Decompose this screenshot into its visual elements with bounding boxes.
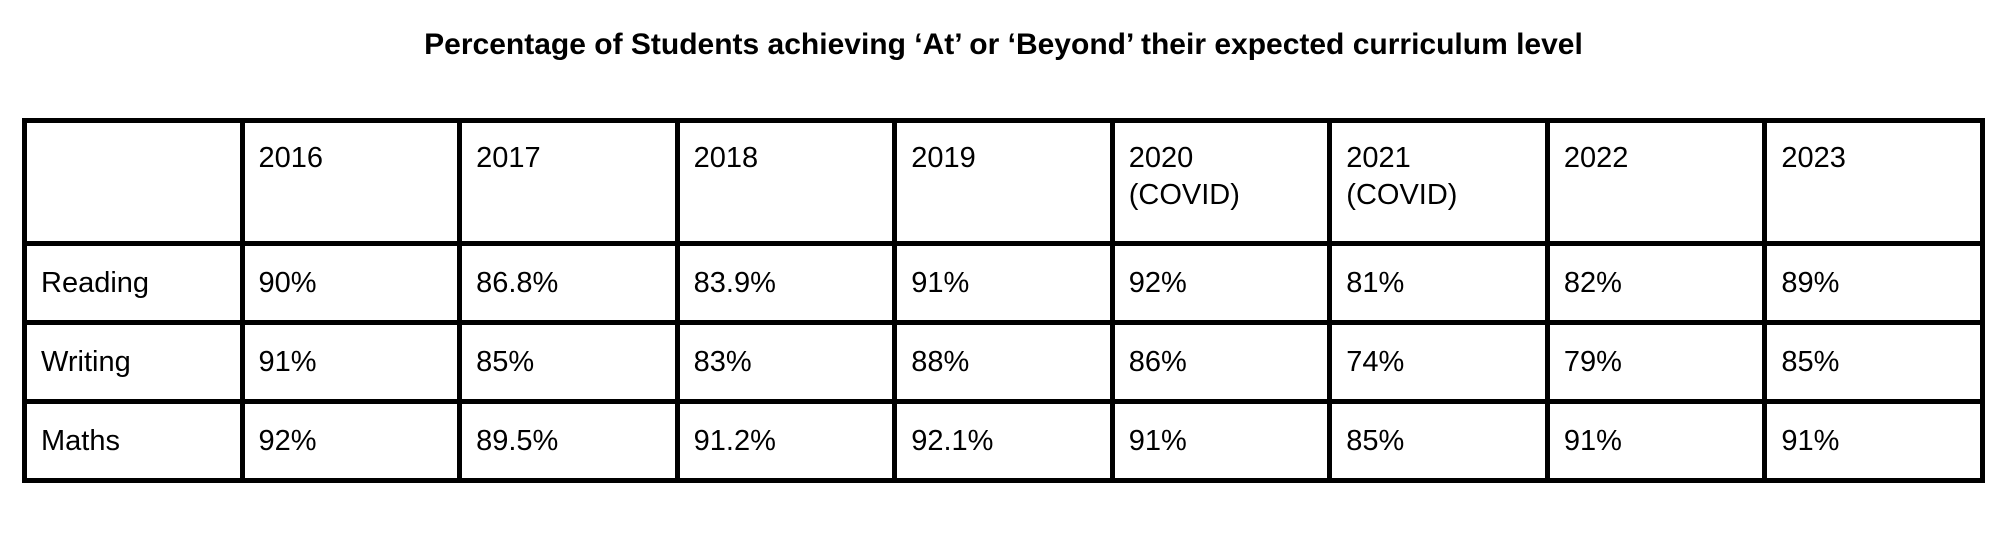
table-row: Maths 92% 89.5% 91.2% 92.1% 91% 85% 91% 91%: [22, 399, 1985, 483]
column-header: 2018: [674, 118, 898, 246]
column-header: 2022: [1544, 118, 1768, 246]
table-row: Reading 90% 86.8% 83.9% 91% 92% 81% 82% 89%: [22, 241, 1985, 325]
row-label: Writing: [22, 320, 245, 404]
table-cell: 91%: [239, 320, 463, 404]
table-cell: 79%: [1544, 320, 1768, 404]
table-cell: 86.8%: [457, 241, 680, 325]
row-label: Reading: [22, 241, 245, 325]
table-cell: 91%: [1544, 399, 1768, 483]
table-cell: 74%: [1327, 320, 1550, 404]
table-cell: 90%: [239, 241, 463, 325]
table-cell: 88%: [892, 320, 1115, 404]
results-table: 2016 2017 2018 2019 2020 (COVID) 2021 (COVID)…: [22, 118, 1985, 483]
table-cell: 85%: [1327, 399, 1550, 483]
column-header: 2019: [892, 118, 1115, 246]
table-cell: 86%: [1109, 320, 1333, 404]
table-cell: 89%: [1762, 241, 1985, 325]
table-row: Writing 91% 85% 83% 88% 86% 74% 79% 85%: [22, 320, 1985, 404]
table-cell: 81%: [1327, 241, 1550, 325]
table-cell: 85%: [1762, 320, 1985, 404]
column-header: 2016: [239, 118, 463, 246]
table-cell: 83%: [674, 320, 898, 404]
table-cell: 91%: [892, 241, 1115, 325]
table-cell: 89.5%: [457, 399, 680, 483]
page-title: Percentage of Students achieving ‘At’ or…: [424, 28, 1583, 61]
header-row: 2016 2017 2018 2019 2020 (COVID) 2021 (COVID)…: [22, 118, 1985, 246]
table-body: Reading 90% 86.8% 83.9% 91% 92% 81% 82% 89% Writi…: [22, 241, 1985, 483]
row-label: Maths: [22, 399, 245, 483]
table-cell: 91%: [1762, 399, 1985, 483]
table-cell: 92.1%: [892, 399, 1115, 483]
table-cell: 91.2%: [674, 399, 898, 483]
table-cell: 85%: [457, 320, 680, 404]
column-header: 2021 (COVID): [1327, 118, 1550, 246]
table-cell: 83.9%: [674, 241, 898, 325]
column-header: 2020 (COVID): [1109, 118, 1333, 246]
table-cell: 92%: [239, 399, 463, 483]
corner-header-cell: [22, 118, 245, 246]
table-cell: 92%: [1109, 241, 1333, 325]
column-header: 2017: [457, 118, 680, 246]
table-cell: 91%: [1109, 399, 1333, 483]
table-cell: 82%: [1544, 241, 1768, 325]
column-header: 2023: [1762, 118, 1985, 246]
